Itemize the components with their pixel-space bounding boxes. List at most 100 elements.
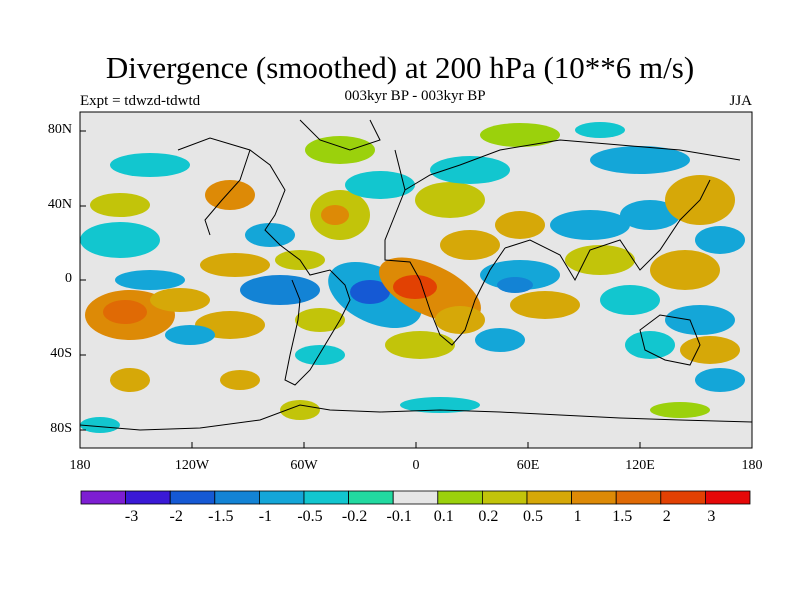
colorbar-label: -1 [258, 508, 273, 525]
region-pos-26 [220, 370, 260, 390]
region-pos-14 [650, 250, 720, 290]
region-pos-3 [150, 288, 210, 312]
region-neg-25 [80, 417, 120, 433]
region-pos-10 [435, 306, 485, 334]
region-pos-24 [480, 123, 560, 147]
region-neg-1 [165, 325, 215, 345]
coastline-antarctica [80, 404, 752, 431]
colorbar-label: -0.5 [297, 508, 323, 525]
colorbar-label: 1 [573, 508, 582, 525]
season-label: JJA [729, 93, 752, 109]
lat-label-40n: 40N [47, 197, 72, 212]
lat-label-80s: 80S [50, 421, 72, 436]
map-area [80, 112, 752, 448]
colorbar-swatch [571, 490, 617, 505]
coastline-eurasia-north [404, 139, 741, 191]
colorbar-label: -2 [169, 508, 183, 525]
figure-title: Divergence (smoothed) at 200 hPa (10**6 … [105, 50, 695, 85]
colorbar-swatch [258, 490, 305, 505]
region-pos-13 [565, 245, 635, 275]
region-neg-3 [240, 275, 320, 305]
colorbar-label: -0.2 [341, 508, 368, 525]
colorbar-swatch [303, 490, 349, 505]
colorbar-swatch [392, 490, 439, 505]
region-neg-24 [695, 368, 745, 392]
coastline-africa [384, 149, 506, 346]
figure-subtitle: 003kyr BP - 003kyr BP [344, 88, 486, 104]
region-pos-25 [110, 368, 150, 392]
colorbar-label: 2 [662, 508, 671, 525]
region-pos-21 [495, 211, 545, 239]
colorbar-label: 0.1 [433, 508, 454, 525]
region-neg-21 [575, 122, 625, 138]
colorbar-label: 3 [707, 508, 716, 525]
lon-label-180w: 180 [69, 458, 91, 473]
region-neg-17 [430, 156, 510, 184]
colorbar-swatch [348, 490, 394, 505]
region-pos-19 [90, 193, 150, 217]
colorbar-swatch [660, 490, 706, 505]
lon-label-60e: 60E [516, 458, 540, 473]
region-neg-16 [345, 171, 415, 199]
lon-label-60w: 60W [290, 458, 318, 473]
region-neg-6 [350, 280, 390, 304]
region-pos-9 [393, 275, 437, 299]
colorbar-swatch [705, 490, 751, 505]
coastline-asia-south [504, 179, 711, 282]
colorbar-swatch [125, 490, 171, 505]
coastline-americas [177, 137, 351, 386]
colorbar-label: -1.5 [208, 508, 234, 525]
coastline-greenland [299, 119, 381, 151]
region-pos-29 [650, 402, 710, 418]
region-neg-20 [110, 153, 190, 177]
region-neg-2 [115, 270, 185, 290]
lon-label-180e: 180 [741, 458, 763, 473]
region-pos-23 [305, 136, 375, 164]
colorbar-swatch [481, 490, 528, 505]
region-pos-15 [680, 336, 740, 364]
region-neg-9 [475, 328, 525, 352]
lon-label-120e: 120E [625, 458, 655, 473]
region-pos-6 [200, 253, 270, 277]
region-neg-23 [400, 397, 480, 413]
region-neg-13 [665, 305, 735, 335]
coastline-north-america-west [204, 149, 251, 236]
region-pos-18 [205, 180, 255, 210]
experiment-label: Expt = tdwzd-tdwtd [80, 93, 201, 109]
region-pos-28 [280, 400, 320, 420]
region-neg-10 [600, 285, 660, 315]
colorbar-swatch [80, 490, 126, 505]
divergence-field [80, 122, 745, 433]
region-neg-11 [550, 210, 630, 240]
lat-label-80n: 80N [47, 122, 72, 137]
colorbar [80, 490, 751, 505]
region-pos-20 [415, 182, 485, 218]
region-pos-5 [295, 308, 345, 332]
region-neg-18 [695, 226, 745, 254]
colorbar-label: -3 [124, 508, 139, 525]
region-neg-12 [620, 200, 680, 230]
region-pos-2 [103, 300, 147, 324]
colorbar-swatch [437, 490, 483, 505]
region-neg-4 [80, 222, 160, 258]
colorbar-label: 0.2 [478, 508, 499, 525]
region-pos-27 [385, 331, 455, 359]
lat-ticks [80, 130, 86, 431]
coastlines [80, 119, 752, 431]
region-pos-17 [321, 205, 349, 225]
lon-label-120w: 120W [174, 458, 210, 473]
coastline-australia [639, 314, 701, 366]
lon-ticks [191, 442, 641, 448]
lon-label-0: 0 [412, 458, 420, 473]
colorbar-swatch [214, 490, 260, 505]
region-pos-11 [440, 230, 500, 260]
colorbar-label: 1.5 [612, 508, 633, 525]
colorbar-swatch [169, 490, 216, 505]
colorbar-label: 0.5 [523, 508, 543, 525]
lat-label-40s: 40S [50, 346, 72, 361]
region-neg-14 [625, 331, 675, 359]
region-neg-8 [497, 277, 533, 293]
colorbar-label: -0.1 [386, 508, 412, 525]
region-neg-22 [295, 345, 345, 365]
